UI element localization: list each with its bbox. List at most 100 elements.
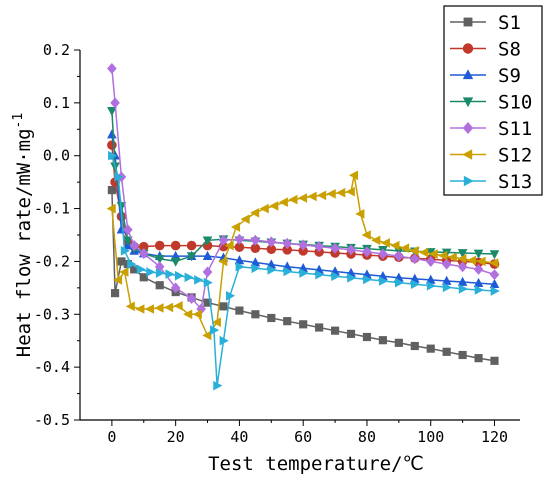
- data-point: [192, 309, 202, 320]
- data-point: [394, 250, 404, 262]
- data-point: [202, 330, 212, 341]
- data-point: [489, 278, 500, 288]
- legend-entry-s8: S8: [450, 39, 521, 61]
- data-point: [345, 186, 355, 197]
- data-point: [163, 302, 174, 313]
- data-point: [267, 265, 277, 275]
- data-point: [489, 250, 500, 260]
- data-point: [117, 257, 126, 266]
- data-point: [202, 236, 213, 246]
- data-point: [175, 270, 185, 281]
- data-point: [473, 249, 484, 259]
- data-point: [219, 335, 229, 346]
- data-point: [298, 246, 308, 256]
- data-point: [183, 309, 193, 320]
- y-axis-title-sup: -1: [11, 113, 26, 129]
- legend-box: [443, 5, 543, 196]
- data-point: [457, 261, 468, 273]
- data-point: [489, 258, 499, 268]
- data-point: [466, 255, 477, 266]
- data-point: [379, 276, 389, 286]
- y-ticks: 0.2 0.1 0.0 -0.1 -0.2 -0.3 -0.4 -0.5: [34, 41, 80, 429]
- data-point: [380, 238, 390, 248]
- data-point: [155, 268, 165, 278]
- data-point: [107, 62, 117, 75]
- legend-marker: [462, 149, 473, 160]
- data-point: [224, 240, 234, 251]
- legend-label: S8: [498, 39, 521, 61]
- x-tick-label: 60: [294, 428, 312, 446]
- legend-marker: [463, 17, 473, 27]
- data-point: [283, 317, 292, 326]
- legend-entry-s13: S13: [450, 171, 532, 193]
- series-line: [111, 110, 495, 263]
- data-point: [202, 266, 213, 278]
- data-point: [127, 259, 137, 269]
- data-point: [476, 256, 486, 267]
- data-point: [230, 222, 241, 232]
- data-point: [138, 241, 149, 252]
- y-axis-title-main: Heat flow rate/mW·mg: [13, 128, 35, 357]
- data-point: [114, 172, 124, 182]
- data-point: [136, 264, 146, 275]
- data-point: [278, 197, 288, 208]
- data-point: [234, 233, 245, 245]
- data-point: [346, 329, 356, 338]
- data-point: [186, 292, 197, 304]
- y-tick-label: -0.2: [34, 252, 70, 270]
- data-point: [119, 267, 129, 277]
- data-point: [442, 347, 451, 356]
- series-s13: [108, 150, 500, 391]
- data-point: [129, 240, 140, 252]
- data-point: [438, 250, 448, 261]
- data-point: [186, 252, 197, 262]
- legend-marker: [462, 122, 474, 134]
- y-tick-label: -0.4: [34, 358, 70, 376]
- data-point: [317, 190, 327, 201]
- data-point: [186, 240, 197, 251]
- data-point: [234, 242, 245, 252]
- data-point: [474, 354, 483, 363]
- data-point: [441, 258, 452, 270]
- data-point: [250, 208, 260, 218]
- data-point: [426, 344, 435, 353]
- series-layer: [106, 62, 500, 391]
- data-point: [473, 277, 484, 287]
- legend-label: S9: [498, 65, 521, 87]
- data-point: [144, 304, 154, 314]
- data-point: [371, 235, 381, 246]
- x-ticks: 0 20 40 60 80 100 120: [107, 420, 508, 446]
- x-tick-label: 120: [481, 428, 508, 446]
- data-point: [250, 257, 261, 267]
- data-point: [170, 282, 181, 294]
- legend-entry-s10: S10: [450, 92, 532, 114]
- data-point: [299, 268, 309, 278]
- data-point: [409, 246, 419, 256]
- data-point: [170, 240, 181, 251]
- data-point: [299, 320, 308, 329]
- data-point: [410, 341, 419, 351]
- data-point: [297, 193, 308, 203]
- y-tick-label: 0.2: [43, 41, 70, 59]
- data-point: [120, 246, 130, 256]
- data-point: [425, 248, 436, 258]
- legend-entry-s1: S1: [450, 12, 521, 34]
- data-point: [474, 285, 484, 295]
- data-point: [425, 274, 436, 284]
- data-point: [146, 267, 156, 277]
- data-point: [307, 191, 317, 202]
- legend-marker: [462, 69, 474, 80]
- data-point: [419, 247, 429, 258]
- data-point: [362, 246, 372, 258]
- y-tick-label: -0.3: [34, 305, 70, 323]
- data-point: [123, 236, 133, 246]
- legend-label: S13: [498, 171, 532, 193]
- y-tick-label: -0.5: [34, 411, 70, 429]
- data-point: [447, 252, 457, 262]
- y-axis-title: Heat flow rate/mW·mg-1: [11, 113, 35, 357]
- data-point: [170, 257, 181, 267]
- data-point: [210, 325, 220, 335]
- data-point: [346, 244, 356, 256]
- data-point: [394, 338, 403, 347]
- data-point: [234, 255, 245, 265]
